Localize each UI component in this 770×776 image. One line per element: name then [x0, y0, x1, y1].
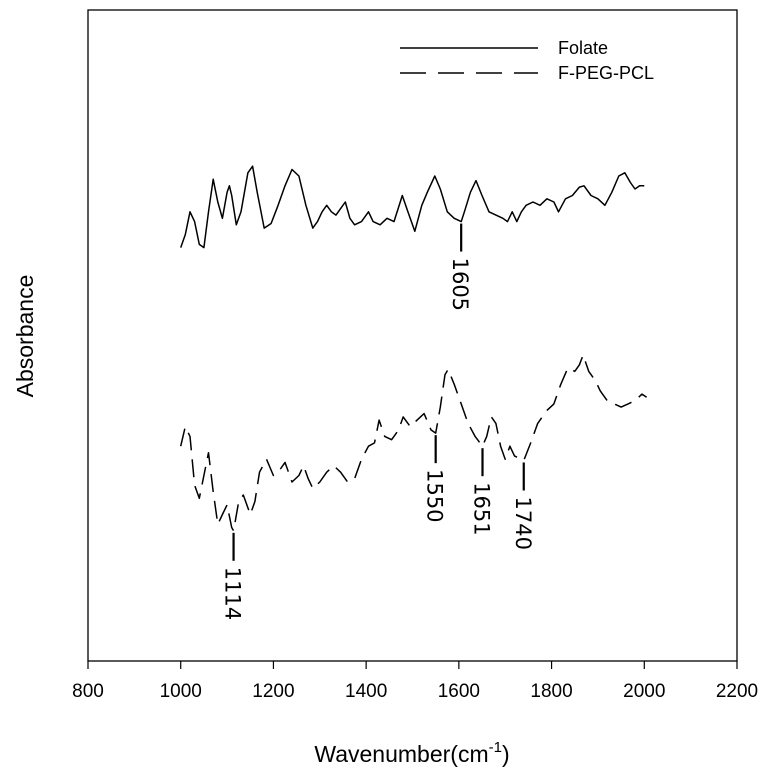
peak-label-1651: 1651 — [470, 482, 494, 535]
x-tick-label-1200: 1200 — [252, 681, 294, 702]
x-axis-title-main: Wavenumber(cm — [314, 741, 488, 767]
series-line-folate — [179, 165, 645, 249]
peak-label-1550: 1550 — [423, 469, 447, 522]
x-tick-label-1000: 1000 — [160, 681, 202, 702]
x-tick-label-800: 800 — [72, 681, 104, 702]
x-tick-label-2200: 2200 — [716, 681, 758, 702]
peak-label-1114: 1114 — [221, 567, 245, 620]
peak-label-1740: 1740 — [511, 497, 535, 550]
x-tick-label-1400: 1400 — [345, 681, 387, 702]
series-layer — [179, 165, 648, 532]
x-axis: 800 1000 1200 1400 1600 1800 2000 2200 — [72, 661, 758, 702]
legend: Folate F-PEG-PCL — [400, 38, 654, 83]
x-tick-label-1600: 1600 — [438, 681, 480, 702]
x-tick-label-1800: 1800 — [530, 681, 572, 702]
x-axis-title-superscript: -1 — [489, 739, 502, 756]
peak-label-1605: 1605 — [448, 258, 472, 311]
legend-label-folate: Folate — [558, 38, 608, 58]
series-line-f-peg-pcl — [179, 354, 648, 532]
legend-label-f-peg-pcl: F-PEG-PCL — [558, 63, 654, 83]
annotation-layer: 1605 1114 1550 1651 1740 — [221, 223, 535, 620]
y-axis-title: Absorbance — [12, 275, 38, 398]
plot-frame — [87, 9, 738, 662]
x-tick-label-2000: 2000 — [623, 681, 665, 702]
x-axis-title-suffix: ) — [502, 741, 510, 767]
x-axis-title: Wavenumber(cm-1) — [314, 739, 509, 767]
